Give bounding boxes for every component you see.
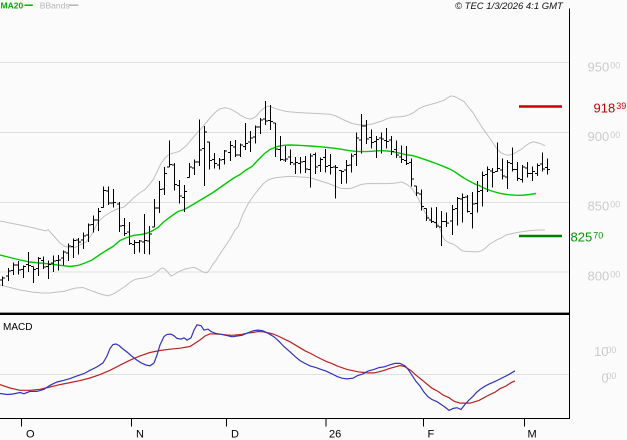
svg-text:39: 39 <box>616 101 626 111</box>
svg-text:M: M <box>528 429 537 440</box>
svg-text:© TEC 1/3/2026 4:1 GMT: © TEC 1/3/2026 4:1 GMT <box>455 1 564 12</box>
svg-text:825: 825 <box>571 230 593 245</box>
svg-text:70: 70 <box>593 231 603 241</box>
svg-text:00: 00 <box>606 371 616 381</box>
svg-text:N: N <box>136 429 144 440</box>
svg-text:950: 950 <box>588 60 610 75</box>
svg-text:00: 00 <box>606 345 616 355</box>
svg-text:BBands: BBands <box>40 0 70 10</box>
svg-text:MACD: MACD <box>3 322 32 333</box>
svg-text:900: 900 <box>588 129 610 144</box>
svg-text:850: 850 <box>588 199 610 214</box>
svg-text:800: 800 <box>588 269 610 284</box>
svg-text:O: O <box>26 429 35 440</box>
svg-text:10: 10 <box>594 344 608 359</box>
svg-text:00: 00 <box>610 269 620 279</box>
svg-text:00: 00 <box>610 60 620 70</box>
svg-text:MA20: MA20 <box>1 0 24 10</box>
svg-text:26: 26 <box>329 429 341 440</box>
svg-text:918: 918 <box>594 100 616 115</box>
svg-text:D: D <box>231 429 239 440</box>
svg-text:F: F <box>428 429 435 440</box>
svg-text:0: 0 <box>601 370 608 385</box>
svg-text:00: 00 <box>610 199 620 209</box>
svg-text:00: 00 <box>610 130 620 140</box>
